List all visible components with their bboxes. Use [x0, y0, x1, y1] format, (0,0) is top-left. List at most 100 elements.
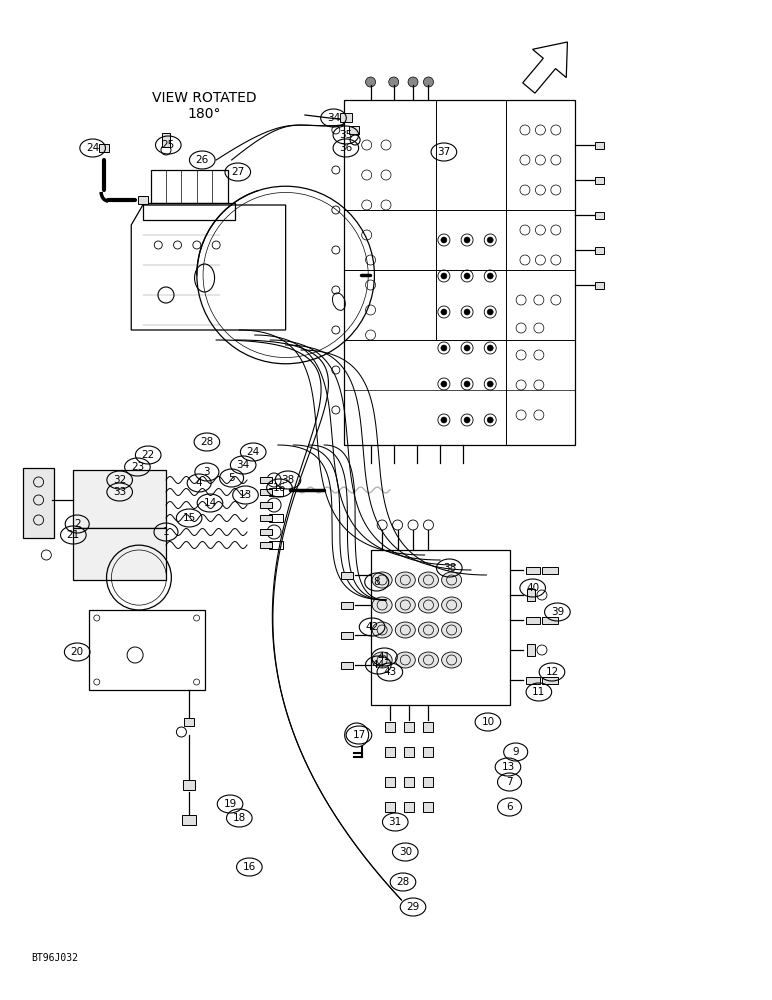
Circle shape [487, 381, 493, 387]
Text: 42: 42 [365, 622, 379, 632]
Bar [269, 514, 283, 522]
Ellipse shape [372, 652, 392, 668]
Bar [405, 722, 414, 732]
Bar [89, 610, 205, 690]
Text: 41: 41 [378, 652, 391, 662]
Text: 16: 16 [242, 862, 256, 872]
Text: 38: 38 [442, 563, 456, 573]
Text: 34: 34 [327, 113, 340, 123]
Ellipse shape [442, 572, 462, 588]
Ellipse shape [442, 597, 462, 613]
Bar [595, 246, 604, 253]
Text: 33: 33 [113, 487, 127, 497]
Circle shape [441, 345, 447, 351]
Bar [385, 722, 394, 732]
Circle shape [487, 309, 493, 315]
Text: 34: 34 [236, 460, 250, 470]
Bar [183, 780, 195, 790]
Text: 27: 27 [231, 167, 245, 177]
Circle shape [487, 237, 493, 243]
Text: 25: 25 [161, 140, 175, 150]
Circle shape [424, 77, 433, 87]
Bar [260, 542, 273, 548]
Text: 3: 3 [204, 467, 210, 477]
Bar [405, 777, 414, 787]
Text: 14: 14 [203, 498, 217, 508]
Bar [424, 802, 433, 812]
Ellipse shape [395, 622, 415, 638]
Circle shape [464, 345, 470, 351]
Bar [385, 777, 394, 787]
Circle shape [464, 381, 470, 387]
Circle shape [441, 237, 447, 243]
Bar [185, 718, 194, 726]
Bar [371, 550, 510, 705]
Bar [349, 126, 358, 134]
Text: 43: 43 [383, 667, 397, 677]
Bar [424, 722, 433, 732]
Text: 29: 29 [406, 902, 420, 912]
Text: 13: 13 [239, 490, 252, 500]
Bar [260, 529, 273, 535]
Bar [595, 282, 604, 288]
Bar [260, 502, 273, 508]
Bar [143, 203, 235, 220]
Bar [23, 468, 54, 538]
Bar [595, 141, 604, 148]
Bar [542, 566, 557, 574]
Bar [151, 170, 228, 203]
Bar [405, 802, 414, 812]
Bar [595, 176, 604, 184]
Circle shape [441, 309, 447, 315]
Bar [527, 644, 535, 656]
Bar [385, 747, 394, 757]
Bar [526, 676, 540, 684]
Text: 20: 20 [70, 647, 84, 657]
Bar [385, 802, 394, 812]
Ellipse shape [418, 622, 438, 638]
Ellipse shape [395, 572, 415, 588]
Text: 36: 36 [339, 143, 353, 153]
Circle shape [487, 417, 493, 423]
Text: 180°: 180° [188, 107, 222, 121]
Ellipse shape [418, 572, 438, 588]
Text: 2: 2 [74, 519, 80, 529]
Text: 1: 1 [163, 527, 169, 537]
Circle shape [464, 309, 470, 315]
Bar [405, 747, 414, 757]
Bar [138, 196, 147, 204]
Bar [260, 489, 273, 495]
Ellipse shape [418, 597, 438, 613]
Text: 16: 16 [273, 483, 286, 493]
Bar [260, 477, 273, 483]
Text: 38: 38 [281, 475, 295, 485]
Text: 18: 18 [232, 813, 246, 823]
Bar [100, 144, 109, 152]
Ellipse shape [372, 572, 392, 588]
Ellipse shape [372, 622, 392, 638]
Text: 12: 12 [545, 667, 559, 677]
Circle shape [389, 77, 398, 87]
Text: 35: 35 [339, 130, 353, 140]
Ellipse shape [442, 622, 462, 638]
Text: 40: 40 [526, 583, 540, 593]
Text: 5: 5 [229, 473, 235, 483]
Circle shape [464, 237, 470, 243]
Text: 26: 26 [195, 155, 209, 165]
Ellipse shape [418, 652, 438, 668]
Circle shape [366, 77, 375, 87]
Bar [182, 815, 196, 825]
Text: 21: 21 [66, 530, 80, 540]
Text: 32: 32 [113, 475, 127, 485]
Text: 24: 24 [246, 447, 260, 457]
Text: 37: 37 [437, 147, 451, 157]
Bar [424, 747, 433, 757]
Circle shape [464, 417, 470, 423]
Circle shape [487, 345, 493, 351]
Bar [260, 515, 273, 521]
Bar [73, 470, 166, 528]
Bar [341, 601, 354, 608]
Ellipse shape [372, 597, 392, 613]
Text: 10: 10 [481, 717, 495, 727]
Text: 30: 30 [398, 847, 412, 857]
